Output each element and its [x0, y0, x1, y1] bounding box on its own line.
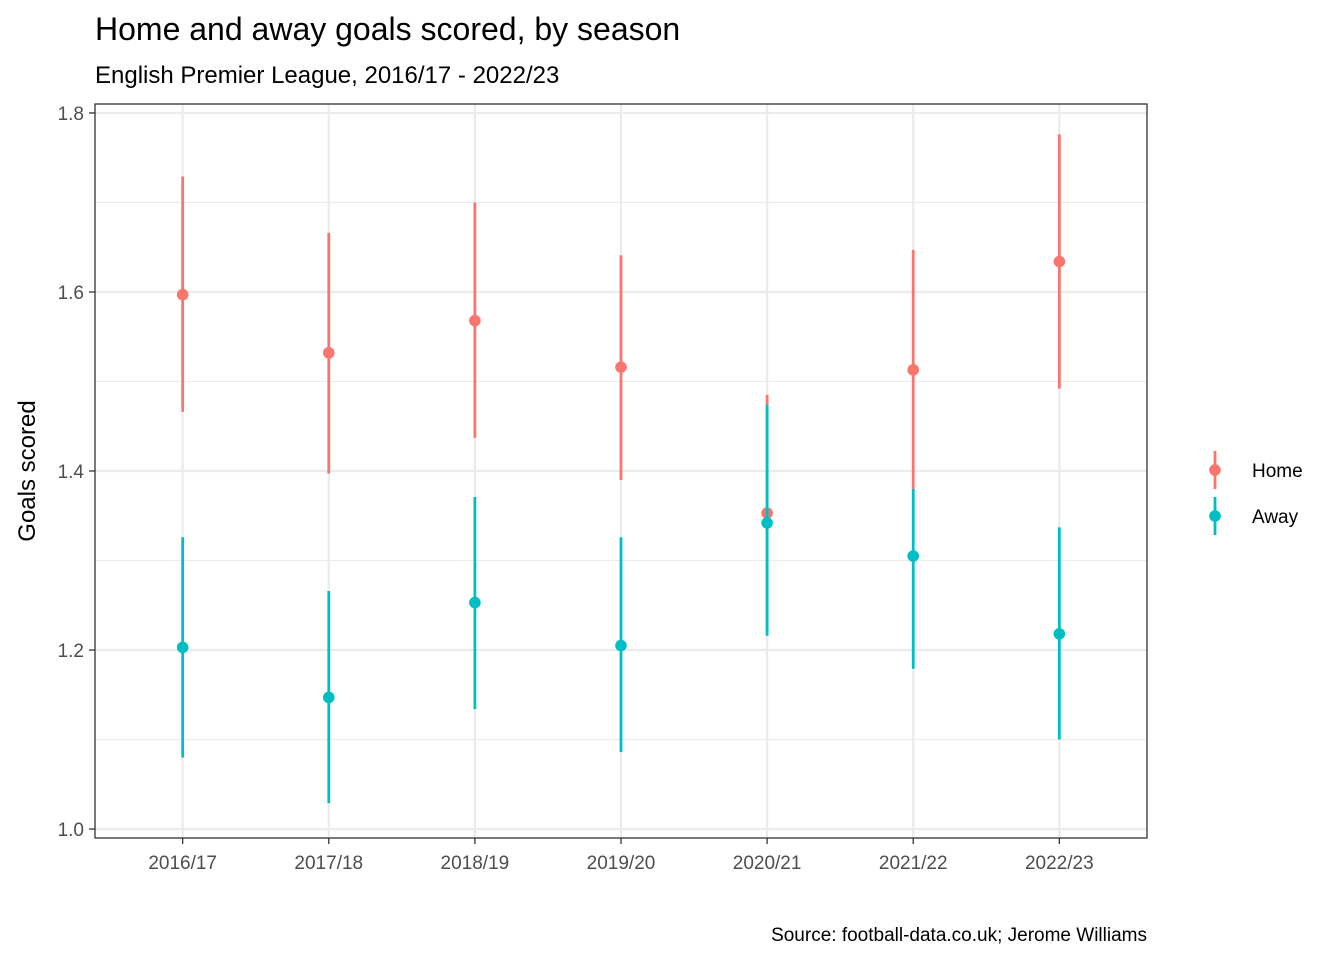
legend-key-away-point — [1209, 510, 1221, 522]
away-point — [615, 639, 627, 652]
legend-label-home: Home — [1252, 461, 1303, 482]
x-axis: 2016/17 2017/18 2018/19 2019/20 2020/21 2021/… — [148, 838, 1094, 874]
home-point — [469, 314, 481, 327]
y-tick-label: 1.2 — [58, 641, 84, 662]
chart-title: Home and away goals scored, by season — [95, 11, 680, 47]
legend: Home Away — [1209, 451, 1303, 535]
away-point — [761, 517, 773, 529]
x-tick-label: 2021/22 — [879, 853, 948, 874]
x-tick-label: 2018/19 — [441, 853, 510, 874]
away-point — [907, 550, 920, 562]
y-axis: 1.0 1.2 1.4 1.6 1.8 — [58, 104, 95, 841]
x-tick-label: 2020/21 — [733, 853, 802, 874]
x-tick-label: 2019/20 — [587, 853, 656, 874]
home-point — [322, 347, 335, 359]
home-point — [176, 288, 189, 301]
y-tick-label: 1.0 — [58, 820, 84, 841]
y-axis-title: Goals scored — [14, 400, 41, 541]
x-tick-label: 2022/23 — [1025, 853, 1094, 874]
home-point — [615, 361, 627, 373]
home-point — [1053, 255, 1066, 268]
x-tick-label: 2016/17 — [148, 853, 217, 874]
y-tick-label: 1.8 — [58, 104, 84, 125]
legend-key-home-point — [1209, 464, 1221, 476]
legend-label-away: Away — [1252, 507, 1299, 528]
away-point — [322, 691, 335, 704]
chart-caption: Source: football-data.co.uk; Jerome Will… — [771, 925, 1147, 946]
away-point — [176, 641, 189, 654]
x-tick-label: 2017/18 — [294, 853, 363, 874]
away-point — [469, 596, 481, 609]
home-point — [907, 364, 920, 376]
chart-subtitle: English Premier League, 2016/17 - 2022/2… — [95, 62, 559, 89]
y-tick-label: 1.6 — [58, 283, 84, 304]
away-point — [1053, 628, 1066, 640]
y-tick-label: 1.4 — [58, 462, 85, 483]
data-marks — [176, 134, 1066, 804]
